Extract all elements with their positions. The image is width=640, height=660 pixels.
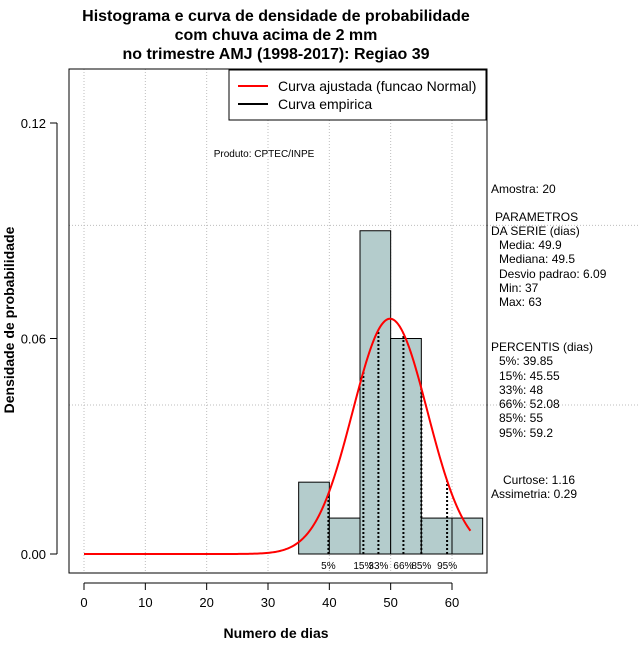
assimetria: Assimetria: 0.29 [491, 487, 577, 501]
title-line-2: com chuva acima de 2 mm [175, 27, 378, 44]
x-tick-label-60: 60 [445, 595, 459, 610]
percentile-lines [327, 329, 449, 554]
x-axis-label: Numero de dias [223, 625, 328, 641]
param-media: Media: 49.9 [499, 238, 562, 252]
axes: 0 10 20 30 40 50 60 0.00 0.06 0.12 [21, 116, 460, 610]
percentile-label-2: 33% [368, 561, 388, 572]
histogram-bar-5 [451, 517, 484, 555]
param-max: Max: 63 [499, 295, 542, 309]
normal-curve-line [84, 317, 472, 555]
histogram-bar-3 [390, 338, 422, 555]
legend-label-empirica: Curva empirica [278, 96, 372, 112]
amostra: Amostra: 20 [491, 182, 556, 196]
y-tick-label-1: 0.06 [21, 332, 46, 347]
percentile-label-5: 95% [437, 561, 457, 572]
percentile-label-0: 5% [321, 561, 336, 572]
parametros-title: PARAMETROS [495, 210, 578, 224]
histogram-bar-1 [328, 517, 361, 555]
percentis-title: PERCENTIS (dias) [491, 340, 593, 354]
param-desvio: Desvio padrao: 6.09 [499, 267, 607, 281]
curtose: Curtose: 1.16 [503, 473, 575, 487]
legend-box [228, 69, 487, 121]
percentile-label-1: 15% [353, 561, 373, 572]
legend-label-normal: Curva ajustada (funcao Normal) [278, 78, 476, 94]
plot-border [68, 68, 488, 574]
percentil-66: 66%: 52.08 [499, 397, 560, 411]
x-tick-label-50: 50 [383, 595, 397, 610]
percentil-15: 15%: 45.55 [499, 369, 560, 383]
x-tick-label-10: 10 [138, 595, 152, 610]
legend: Curva ajustada (funcao Normal) Curva emp… [228, 69, 487, 121]
histogram-bar-0 [298, 481, 330, 555]
x-tick-label-30: 30 [261, 595, 275, 610]
chart-title: Histograma e curva de densidade de proba… [82, 8, 470, 63]
y-axis-label: Densidade de probabilidade [1, 226, 17, 413]
x-tick-label-0: 0 [80, 595, 87, 610]
plot-area [69, 69, 487, 573]
percentil-85: 85%: 55 [499, 411, 543, 425]
percentil-5: 5%: 39.85 [499, 354, 553, 368]
parametros-subtitle: DA SERIE (dias) [491, 224, 580, 238]
param-mediana: Mediana: 49.5 [499, 252, 575, 266]
x-tick-label-40: 40 [322, 595, 336, 610]
title-line-1: Histograma e curva de densidade de proba… [82, 8, 470, 25]
percentil-95: 95%: 59.2 [499, 426, 553, 440]
side-panel: Amostra: 20 PARAMETROS DA SERIE (dias) M… [491, 182, 607, 501]
title-line-3: no trimestre AMJ (1998-2017): Regiao 39 [122, 46, 429, 63]
param-min: Min: 37 [499, 281, 539, 295]
percentile-labels: 5% 15%33% 66%85% 95% [321, 561, 457, 572]
y-tick-label-0: 0.00 [21, 547, 46, 562]
histogram-bars [298, 230, 484, 555]
annotation-produto: Produto: CPTEC/INPE [214, 149, 315, 160]
percentil-33: 33%: 48 [499, 383, 543, 397]
y-tick-label-2: 0.12 [21, 116, 46, 131]
histogram-bar-2 [359, 230, 392, 555]
percentile-label-4: 85% [411, 561, 431, 572]
x-tick-label-20: 20 [199, 595, 213, 610]
percentile-label-3: 66% [393, 561, 413, 572]
